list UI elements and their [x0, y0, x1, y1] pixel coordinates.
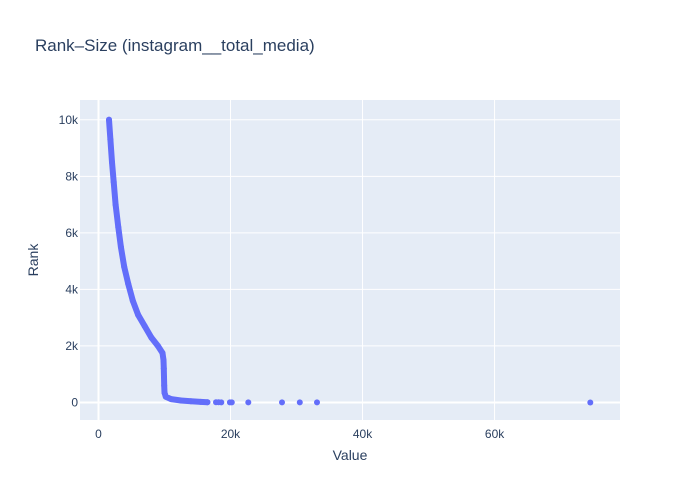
data-point [161, 382, 168, 389]
y-tick-label: 8k [65, 169, 79, 183]
y-axis-title: Rank [25, 243, 41, 277]
y-tick-label: 2k [65, 339, 79, 353]
chart-title: Rank–Size (instagram__total_media) [35, 36, 315, 55]
data-point [154, 342, 161, 349]
data-point [112, 201, 119, 208]
x-tick-labels: 0 20k 40k 60k [95, 427, 505, 441]
data-point [187, 398, 194, 405]
data-point [148, 334, 155, 341]
data-point [109, 159, 115, 166]
data-point [587, 399, 594, 406]
data-point [197, 398, 204, 405]
data-point [168, 396, 175, 403]
data-point [117, 244, 124, 250]
x-tick-label: 60k [485, 427, 505, 441]
data-points [106, 116, 594, 406]
data-point [296, 399, 303, 406]
data-point [204, 399, 211, 406]
x-tick-label: 20k [221, 427, 241, 441]
data-point [178, 397, 184, 404]
y-tick-labels: 0 2k 4k 6k 8k 10k [59, 113, 79, 410]
plot-area [80, 100, 620, 420]
y-tick-label: 6k [65, 226, 79, 240]
x-tick-label: 40k [353, 427, 373, 441]
data-point [129, 297, 136, 304]
grid-lines [80, 100, 620, 420]
data-point [160, 365, 167, 372]
data-point [121, 263, 128, 270]
data-point [245, 399, 252, 406]
data-point [218, 399, 225, 406]
data-point [228, 399, 235, 406]
y-tick-label: 4k [65, 282, 79, 296]
data-point [107, 136, 114, 143]
data-point [314, 399, 320, 406]
data-point [125, 280, 132, 287]
data-point [162, 393, 169, 400]
x-tick-label: 0 [95, 427, 102, 441]
x-axis-title: Value [333, 447, 368, 463]
y-tick-label: 10k [59, 113, 79, 127]
data-point [141, 323, 148, 330]
data-point [160, 357, 167, 364]
data-point [110, 179, 117, 185]
y-tick-label: 0 [71, 395, 78, 409]
data-point [115, 224, 122, 231]
data-point [135, 311, 142, 318]
data-point [106, 116, 112, 123]
data-point [159, 350, 166, 356]
data-point [161, 374, 167, 380]
data-point [279, 399, 285, 406]
